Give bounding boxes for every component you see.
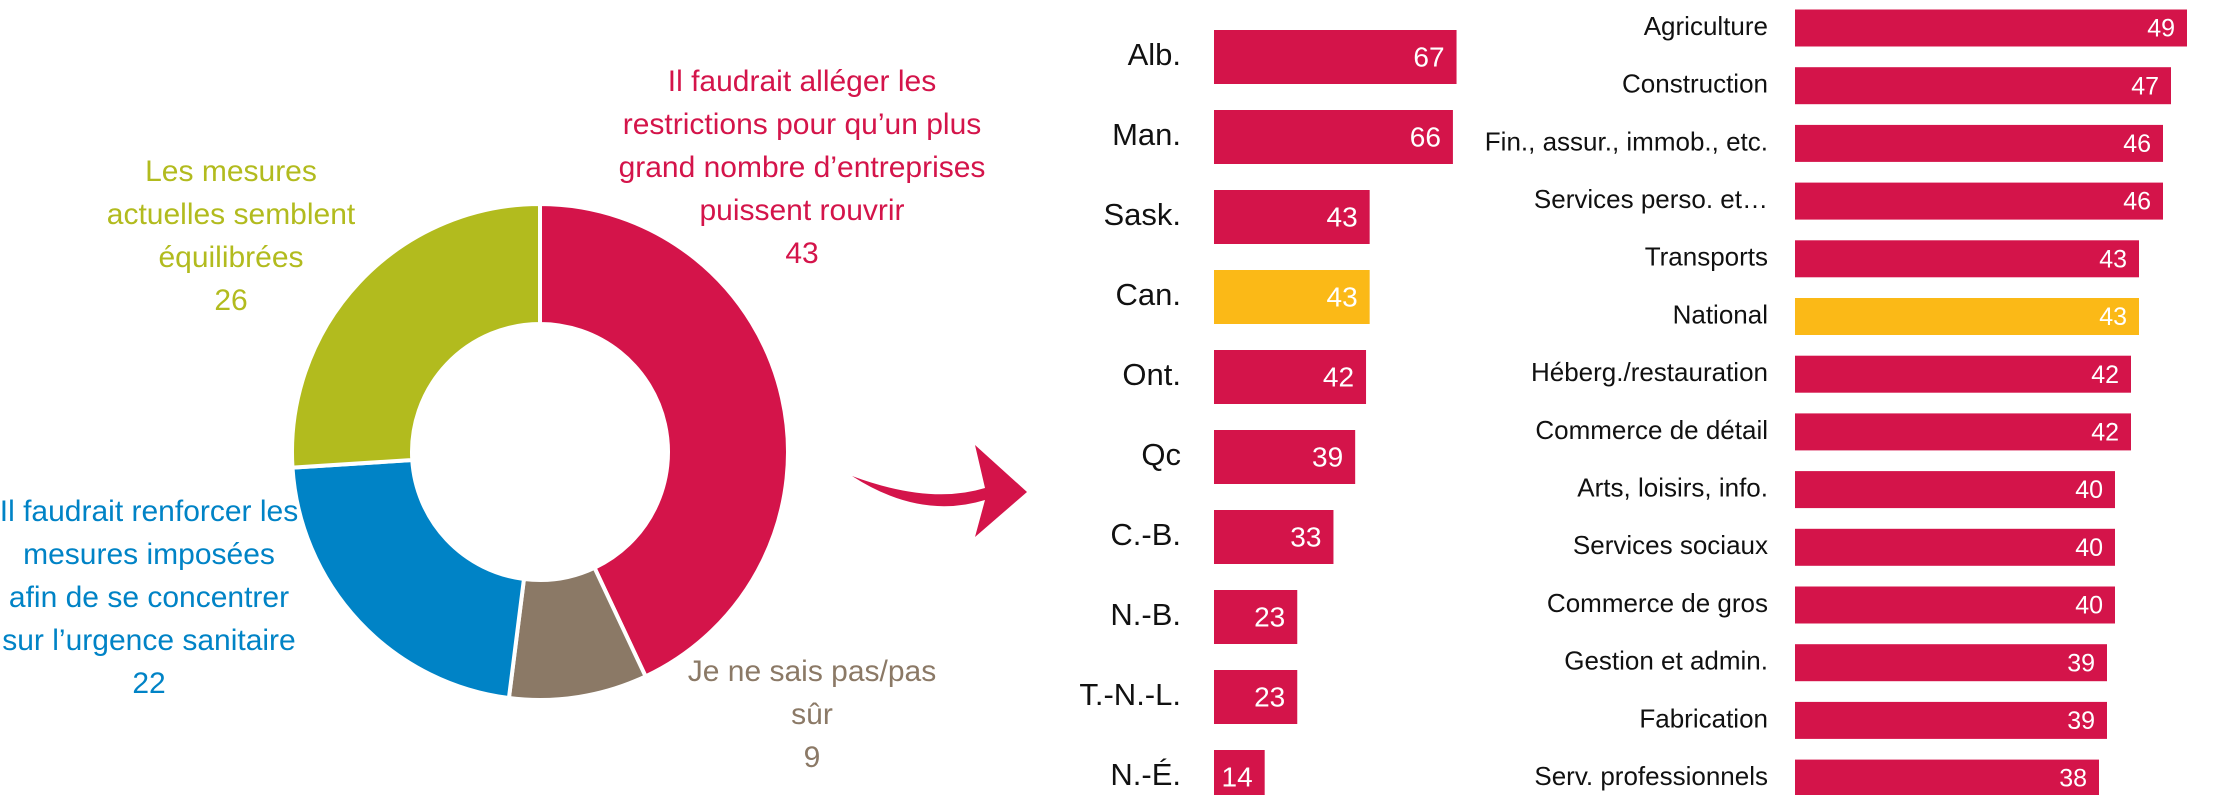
slice-category: Les mesures actuelles semblent équilibré… [106, 155, 356, 274]
category-label: Alb. [1128, 37, 1181, 72]
bar [1214, 430, 1356, 484]
category-label: Arts, loisirs, info. [1577, 472, 1768, 502]
value-label: 33 [1290, 521, 1321, 552]
bar [1795, 644, 2107, 682]
value-label: 40 [2075, 476, 2103, 504]
slice-label: Je ne sais pas/pas sûr 9 [682, 650, 942, 779]
value-label: 67 [1413, 41, 1444, 72]
donut-slice [290, 201, 542, 470]
arrow [852, 445, 1027, 537]
bar [1795, 701, 2107, 739]
category-label: T.-N.-L. [1079, 677, 1181, 712]
value-label: 23 [1254, 601, 1285, 632]
value-label: 23 [1254, 681, 1285, 712]
bar [1795, 9, 2187, 47]
slice-value: 9 [803, 741, 821, 774]
bar [1795, 471, 2115, 509]
category-label: Transports [1645, 242, 1768, 272]
category-label: N.-É. [1110, 757, 1181, 792]
bar [1795, 67, 2171, 105]
value-label: 49 [2147, 15, 2175, 43]
slice-category: Je ne sais pas/pas sûr [687, 655, 937, 731]
slice-category: Il faudrait renforcer les mesures imposé… [0, 495, 299, 657]
category-label: Agriculture [1644, 11, 1768, 41]
value-label: 40 [2075, 592, 2103, 620]
bar [1795, 528, 2115, 566]
slice-label: Il faudrait alléger les restrictions pou… [592, 60, 1012, 275]
value-label: 43 [1327, 281, 1358, 312]
bar [1795, 298, 2139, 335]
category-label: Gestion et admin. [1564, 646, 1768, 676]
value-label: 42 [2091, 361, 2119, 389]
category-label: Sask. [1103, 197, 1181, 232]
slice-label: Il faudrait renforcer les mesures imposé… [0, 490, 299, 705]
bar [1214, 110, 1453, 164]
bar [1214, 750, 1265, 795]
bar [1795, 240, 2139, 278]
bar [1214, 670, 1298, 724]
bar [1214, 590, 1298, 644]
bar [1214, 350, 1367, 404]
value-label: 46 [2123, 188, 2151, 216]
slice-label: Les mesures actuelles semblent équilibré… [96, 150, 366, 322]
category-label: Services perso. et… [1534, 184, 1768, 214]
value-label: 39 [2067, 649, 2095, 677]
bar [1214, 510, 1334, 564]
category-label: National [1673, 299, 1768, 329]
category-label: N.-B. [1110, 597, 1181, 632]
slice-value: 43 [785, 237, 819, 270]
slice-value: 22 [132, 667, 166, 700]
bar [1214, 190, 1370, 244]
value-label: 42 [2091, 419, 2119, 447]
value-label: 66 [1410, 121, 1441, 152]
category-label: Can. [1116, 277, 1181, 312]
bar [1795, 355, 2131, 393]
category-label: Commerce de détail [1535, 415, 1768, 445]
category-label: Commerce de gros [1547, 588, 1768, 618]
bar [1214, 270, 1370, 324]
slice-category: Il faudrait alléger les restrictions pou… [618, 65, 986, 227]
slice-value: 26 [214, 284, 248, 317]
donut-slice [538, 201, 790, 680]
value-label: 47 [2131, 72, 2159, 100]
value-label: 39 [1312, 441, 1343, 472]
value-label: 39 [2067, 707, 2095, 735]
category-label: Serv. professionnels [1534, 761, 1768, 791]
category-label: Ont. [1122, 357, 1181, 392]
value-label: 40 [2075, 534, 2103, 562]
bar [1795, 759, 2099, 795]
bar [1795, 182, 2163, 220]
category-label: Construction [1622, 69, 1768, 99]
category-label: Fin., assur., immob., etc. [1485, 126, 1768, 156]
bar [1214, 30, 1457, 84]
value-label: 43 [2099, 303, 2127, 331]
category-label: Services sociaux [1573, 530, 1768, 560]
value-label: 14 [1222, 761, 1253, 792]
value-label: 38 [2059, 765, 2087, 793]
value-label: 42 [1323, 361, 1354, 392]
category-label: C.-B. [1110, 517, 1181, 552]
category-label: Man. [1112, 117, 1181, 152]
bar [1795, 413, 2131, 451]
value-label: 46 [2123, 130, 2151, 158]
value-label: 43 [1327, 201, 1358, 232]
value-label: 43 [2099, 245, 2127, 273]
category-label: Qc [1141, 437, 1181, 472]
donut-slice [290, 457, 527, 701]
category-label: Héberg./restauration [1531, 357, 1768, 387]
bar [1795, 124, 2163, 162]
category-label: Fabrication [1639, 703, 1768, 733]
bar [1795, 586, 2115, 624]
